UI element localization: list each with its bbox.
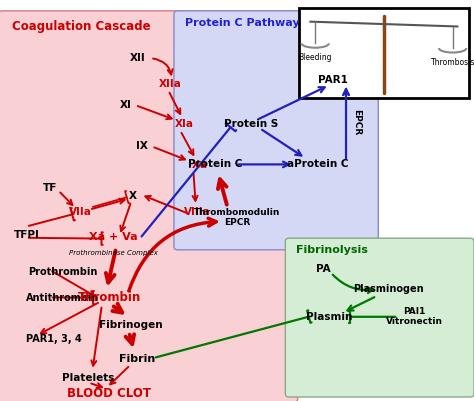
Text: Plasmin: Plasmin [306, 312, 353, 322]
Text: XIa: XIa [174, 119, 193, 129]
Text: Protein C: Protein C [189, 160, 243, 169]
Text: Thrombosis: Thrombosis [430, 58, 474, 67]
Text: PAR1: PAR1 [318, 75, 348, 85]
Text: X: X [129, 192, 137, 201]
Text: Bleeding: Bleeding [299, 53, 332, 62]
Text: VIIa: VIIa [69, 207, 92, 217]
Text: Platelets: Platelets [62, 373, 114, 383]
Text: Fibrinogen: Fibrinogen [99, 320, 162, 330]
FancyBboxPatch shape [174, 11, 378, 250]
Text: PAR1, 3, 4: PAR1, 3, 4 [26, 334, 82, 344]
Text: XI: XI [119, 100, 132, 110]
Text: PAI1
Vitronectin: PAI1 Vitronectin [386, 307, 443, 326]
Text: XIIa: XIIa [159, 79, 182, 89]
Text: Thrombomodulin
EPCR: Thrombomodulin EPCR [194, 208, 280, 227]
Text: VIIIa: VIIIa [184, 207, 210, 217]
Text: IX: IX [136, 142, 148, 151]
Text: Fibrin: Fibrin [119, 354, 155, 364]
Text: EPCR: EPCR [352, 109, 361, 136]
Text: Antithrombin: Antithrombin [26, 293, 100, 302]
Text: Protein C Pathway: Protein C Pathway [185, 18, 300, 28]
Text: Plasminogen: Plasminogen [354, 284, 424, 294]
Text: TF: TF [43, 184, 57, 193]
FancyBboxPatch shape [0, 11, 298, 401]
Text: IXa: IXa [188, 160, 207, 170]
Text: aProtein C: aProtein C [287, 160, 348, 169]
FancyBboxPatch shape [285, 238, 474, 397]
Text: Thrombin: Thrombin [77, 291, 141, 304]
Text: Coagulation Cascade: Coagulation Cascade [12, 20, 150, 33]
Text: Prothrombin: Prothrombin [28, 267, 98, 277]
Text: Protein S: Protein S [224, 119, 278, 129]
Text: TFPI: TFPI [14, 230, 40, 239]
FancyBboxPatch shape [299, 8, 469, 98]
Text: Fibrinolysis: Fibrinolysis [296, 245, 368, 255]
Text: PA: PA [316, 264, 330, 273]
Text: Xa + Va: Xa + Va [90, 233, 138, 242]
Text: BLOOD CLOT: BLOOD CLOT [67, 387, 151, 400]
Text: XII: XII [129, 53, 146, 63]
Text: Prothrombinase Complex: Prothrombinase Complex [69, 249, 158, 256]
